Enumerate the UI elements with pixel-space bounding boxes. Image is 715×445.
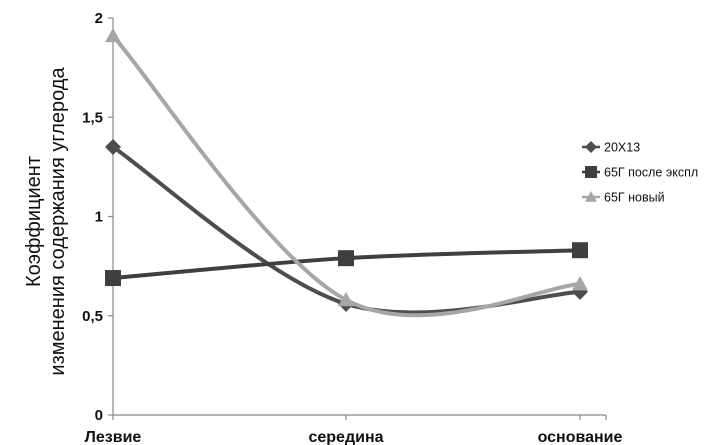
x-category-label: Лезвие [85, 429, 142, 445]
data-point [572, 275, 588, 291]
x-category-label: основание [538, 429, 623, 445]
legend-item: 20Х13 [582, 141, 640, 155]
y-tick-label: 0,5 [82, 308, 103, 325]
legend-item: 65Г после экспл [582, 166, 698, 180]
legend-label: 65Г новый [604, 191, 665, 205]
data-point [105, 27, 121, 43]
data-point [338, 250, 354, 267]
legend-item: 65Г новый [582, 191, 665, 205]
legend-label: 20Х13 [604, 141, 640, 155]
axes: 0 0,5 1 1,5 2 Лезвие середина основание [82, 10, 622, 445]
y-tick-label: 2 [95, 10, 103, 27]
y-axis-label: Коэффициент изменения содержания углерод… [23, 67, 69, 376]
series-layer [105, 27, 588, 318]
legend-marker [585, 141, 597, 153]
legend-label: 65Г после экспл [604, 166, 698, 180]
data-point [572, 242, 588, 259]
y-tick-label: 1 [95, 209, 103, 226]
series-3 [105, 27, 588, 318]
series-line [111, 145, 582, 315]
y-tick-label: 0 [95, 407, 103, 424]
data-point [338, 291, 354, 307]
series-2 [105, 242, 588, 287]
legend-marker [585, 191, 597, 202]
y-axis-label-line-1: Коэффициент [23, 156, 45, 287]
legend: 20Х13 65Г после экспл 65Г новый [582, 141, 698, 205]
data-point [105, 139, 121, 156]
data-point [105, 270, 121, 287]
y-axis-label-line-2: изменения содержания углерода [47, 67, 69, 376]
legend-marker [585, 166, 597, 178]
series-1 [105, 139, 588, 315]
x-category-label: середина [308, 429, 383, 445]
y-tick-label: 1,5 [82, 109, 103, 126]
